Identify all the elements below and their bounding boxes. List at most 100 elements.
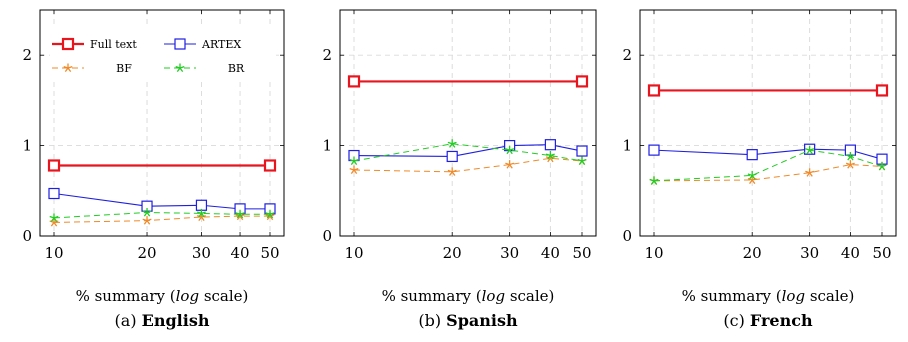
subfigure-caption: (b) Spanish bbox=[418, 311, 518, 330]
data-point bbox=[747, 170, 757, 180]
data-point bbox=[544, 139, 556, 151]
data-point bbox=[805, 145, 815, 155]
y-tick-label: 0 bbox=[322, 227, 332, 245]
x-tick-label: 10 bbox=[44, 244, 63, 262]
x-axis-label-prefix: % summary ( bbox=[76, 287, 176, 305]
x-tick-label: 50 bbox=[872, 244, 891, 262]
data-point bbox=[877, 161, 887, 171]
y-tick-label: 1 bbox=[622, 137, 632, 155]
data-point bbox=[263, 159, 277, 172]
legend-marker bbox=[175, 63, 185, 73]
data-point bbox=[142, 207, 152, 217]
data-point bbox=[576, 145, 588, 157]
x-tick-label: 40 bbox=[231, 244, 250, 262]
x-axis-label: % summary (log scale) bbox=[682, 287, 855, 305]
data-point bbox=[347, 75, 361, 88]
legend-label: ARTEX bbox=[201, 38, 241, 51]
data-point bbox=[447, 139, 457, 148]
caption-prefix: (b) bbox=[418, 311, 441, 330]
data-point bbox=[845, 160, 855, 169]
x-axis-label-scale: log bbox=[482, 287, 505, 305]
x-axis-label-scale: log bbox=[176, 287, 199, 305]
legend-marker bbox=[63, 63, 73, 73]
x-tick-label: 10 bbox=[644, 244, 663, 262]
data-point bbox=[48, 187, 60, 200]
data-point bbox=[265, 209, 275, 219]
caption-language: English bbox=[142, 311, 210, 330]
series-line-2 bbox=[353, 157, 583, 173]
x-tick-label: 30 bbox=[192, 244, 211, 262]
x-tick-label: 50 bbox=[260, 244, 279, 262]
data-point bbox=[446, 150, 458, 163]
data-point bbox=[805, 168, 815, 177]
x-axis-label-scale: log bbox=[782, 287, 805, 305]
x-tick-label: 20 bbox=[743, 244, 762, 262]
data-point bbox=[845, 151, 855, 161]
data-point bbox=[49, 217, 59, 227]
y-tick-label: 2 bbox=[622, 46, 632, 64]
data-point bbox=[875, 84, 889, 97]
legend: Full text ARTEX BF BR bbox=[50, 27, 276, 79]
data-point bbox=[142, 216, 152, 225]
data-point bbox=[505, 160, 515, 169]
data-point bbox=[349, 156, 359, 165]
data-point bbox=[235, 209, 245, 219]
chart-panel-2: 10 20 30 40 50 0 1 2 % summary (log scale) (b) Sp… bbox=[322, 9, 597, 330]
x-tick-label: 30 bbox=[800, 244, 819, 262]
x-tick-label: 30 bbox=[500, 244, 519, 262]
legend-marker bbox=[174, 38, 186, 50]
x-axis-label: % summary (log scale) bbox=[382, 287, 555, 305]
x-axis-label: % summary (log scale) bbox=[76, 287, 249, 305]
data-point bbox=[577, 156, 587, 165]
legend-box bbox=[50, 27, 276, 79]
plot-frame bbox=[39, 9, 285, 237]
data-point bbox=[47, 159, 61, 172]
caption-prefix: (a) bbox=[115, 311, 137, 330]
x-axis-label-suffix: scale) bbox=[505, 287, 554, 305]
x-tick-label: 20 bbox=[443, 244, 462, 262]
data-point bbox=[575, 75, 589, 88]
y-tick-label: 0 bbox=[22, 227, 32, 245]
x-axis-label-prefix: % summary ( bbox=[682, 287, 782, 305]
subfigure-caption: (c) French bbox=[723, 311, 813, 330]
x-tick-label: 50 bbox=[572, 244, 591, 262]
data-point bbox=[647, 84, 661, 97]
legend-label: BF bbox=[116, 62, 132, 75]
x-tick-label: 20 bbox=[137, 244, 156, 262]
plot-frame bbox=[639, 9, 897, 237]
data-point bbox=[649, 176, 659, 185]
data-point bbox=[349, 165, 359, 175]
data-point bbox=[447, 167, 457, 176]
caption-language: Spanish bbox=[446, 311, 518, 330]
data-point bbox=[746, 149, 758, 161]
data-point bbox=[196, 208, 206, 218]
series-line-bf bbox=[53, 215, 270, 223]
data-point bbox=[195, 199, 208, 211]
x-axis-label-prefix: % summary ( bbox=[382, 287, 482, 305]
data-point bbox=[49, 213, 59, 222]
y-tick-label: 2 bbox=[22, 46, 32, 64]
y-tick-label: 1 bbox=[322, 137, 332, 155]
y-tick-label: 2 bbox=[322, 46, 332, 64]
chart-panel-3: 10 20 30 40 50 0 1 2 % summary (log scale) (c) Fr… bbox=[622, 9, 897, 330]
chart-panel-1: 10 20 30 40 50 0 1 2 % summary (log scale) (a) En… bbox=[22, 9, 285, 330]
x-axis-label-suffix: scale) bbox=[805, 287, 854, 305]
data-point bbox=[505, 145, 515, 155]
caption-language: French bbox=[750, 311, 813, 330]
series-line-2 bbox=[653, 164, 883, 182]
series-line-br bbox=[53, 211, 270, 219]
plot-frame bbox=[339, 9, 597, 237]
x-tick-label: 10 bbox=[344, 244, 363, 262]
x-axis-label-suffix: scale) bbox=[199, 287, 248, 305]
legend-marker bbox=[61, 37, 75, 51]
legend-label: Full text bbox=[90, 38, 137, 51]
y-tick-label: 1 bbox=[22, 137, 32, 155]
data-point bbox=[648, 144, 660, 156]
legend-label: BR bbox=[228, 62, 245, 75]
subfigure-caption: (a) English bbox=[115, 311, 210, 330]
data-point bbox=[545, 151, 555, 160]
x-tick-label: 40 bbox=[841, 244, 860, 262]
y-tick-label: 0 bbox=[622, 227, 632, 245]
caption-prefix: (c) bbox=[723, 311, 744, 330]
